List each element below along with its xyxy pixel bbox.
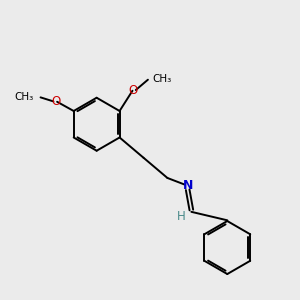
Text: O: O xyxy=(52,95,61,108)
Text: N: N xyxy=(182,179,193,192)
Text: CH₃: CH₃ xyxy=(15,92,34,102)
Text: O: O xyxy=(129,84,138,97)
Text: CH₃: CH₃ xyxy=(153,74,172,84)
Text: H: H xyxy=(177,210,185,223)
